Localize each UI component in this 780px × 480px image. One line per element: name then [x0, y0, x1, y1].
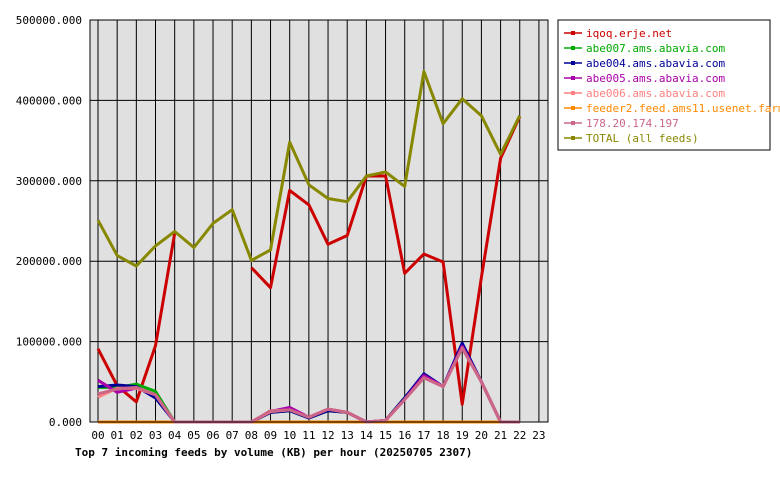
legend-entry: abe006.ams.abavia.com [586, 87, 725, 100]
legend-swatch-marker [571, 61, 575, 65]
x-tick-label: 03 [149, 429, 162, 442]
y-tick-label: 500000.000 [16, 14, 82, 27]
x-tick-label: 10 [283, 429, 296, 442]
legend-box [557, 19, 771, 151]
y-tick-label: 100000.000 [16, 336, 82, 349]
x-tick-label: 20 [475, 429, 488, 442]
x-tick-label: 01 [111, 429, 124, 442]
x-tick-label: 07 [226, 429, 239, 442]
x-tick-label: 11 [302, 429, 315, 442]
x-tick-label: 09 [264, 429, 277, 442]
x-tick-label: 06 [206, 429, 219, 442]
legend-entry: abe007.ams.abavia.com [586, 42, 725, 55]
x-tick-label: 23 [532, 429, 545, 442]
y-tick-label: 200000.000 [16, 255, 82, 268]
plot-border [89, 19, 549, 423]
x-tick-label: 08 [245, 429, 258, 442]
x-tick-label: 21 [494, 429, 507, 442]
x-tick-label: 18 [436, 429, 449, 442]
series-line [250, 115, 522, 406]
chart-title: Top 7 incoming feeds by volume (KB) per … [75, 446, 472, 459]
legend-entry: feeder2.feed.ams11.usenet.farm [586, 102, 780, 115]
x-axis-ticks: 00 01 02 03 04 05 06 07 08 09 10 11 12 13 14 15 16 17 18 19… [91, 429, 545, 442]
legend-swatch-marker [571, 121, 575, 125]
series-line [97, 346, 520, 424]
series-line [96, 70, 522, 268]
legend-swatch-marker [571, 106, 575, 110]
x-tick-label: 16 [398, 429, 411, 442]
legend-entry: abe004.ams.abavia.com [586, 57, 725, 70]
x-tick-label: 19 [456, 429, 469, 442]
x-tick-label: 14 [360, 429, 374, 442]
legend-entry: TOTAL (all feeds) [586, 132, 699, 145]
x-tick-label: 00 [91, 429, 104, 442]
x-tick-label: 12 [321, 429, 334, 442]
x-tick-label: 22 [513, 429, 526, 442]
legend-swatch-marker [571, 31, 575, 35]
x-tick-label: 05 [187, 429, 200, 442]
legend-swatch-marker [571, 46, 575, 50]
legend-swatch-marker [571, 91, 575, 95]
legend-entry: 178.20.174.197 [586, 117, 679, 130]
x-tick-label: 04 [168, 429, 182, 442]
x-tick-label: 15 [379, 429, 392, 442]
y-tick-label: 300000.000 [16, 175, 82, 188]
x-tick-label: 13 [341, 429, 354, 442]
y-axis-ticks: 0.000 100000.000 200000.000 300000.000 40000… [16, 14, 82, 429]
legend-swatch-marker [571, 136, 575, 140]
legend-entry: iqoq.erje.net [586, 27, 672, 40]
legend: iqoq.erje.net abe007.ams.abavia.com abe004… [557, 19, 780, 151]
legend-swatch-marker [571, 76, 575, 80]
x-tick-label: 02 [130, 429, 143, 442]
legend-entry: abe005.ams.abavia.com [586, 72, 725, 85]
series-line [96, 232, 177, 404]
y-tick-label: 400000.000 [16, 94, 82, 107]
y-tick-label: 0.000 [49, 416, 82, 429]
x-tick-label: 17 [417, 429, 430, 442]
plot-background [90, 20, 548, 422]
